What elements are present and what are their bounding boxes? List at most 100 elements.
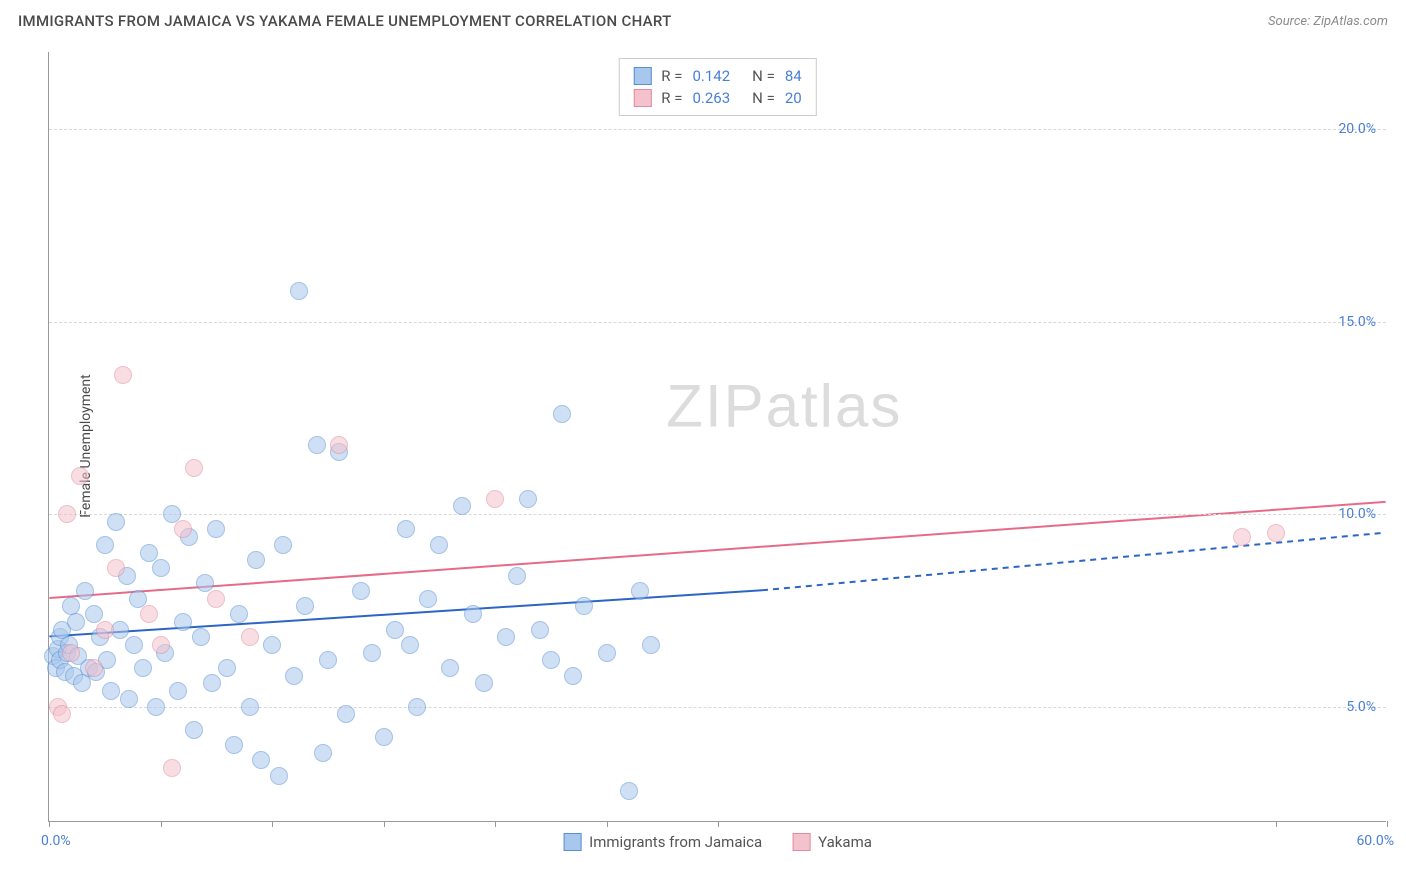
legend-r-value: 0.142 [692, 67, 730, 85]
scatter-point [408, 698, 426, 716]
chart-source: Source: ZipAtlas.com [1268, 14, 1388, 29]
scatter-plot: ZIPatlas R =0.142N =84R =0.263N =20 0.0%… [48, 52, 1386, 822]
scatter-point [575, 597, 593, 615]
scatter-point [134, 659, 152, 677]
scatter-point [53, 705, 71, 723]
scatter-point [401, 636, 419, 654]
scatter-point [203, 674, 221, 692]
legend-swatch [563, 833, 581, 851]
scatter-point [218, 659, 236, 677]
y-tick-label: 5.0% [1336, 699, 1376, 715]
scatter-point [430, 536, 448, 554]
scatter-point [486, 490, 504, 508]
gridline-h [49, 514, 1386, 515]
scatter-point [247, 551, 265, 569]
scatter-point [314, 744, 332, 762]
chart-title: IMMIGRANTS FROM JAMAICA VS YAKAMA FEMALE… [18, 12, 672, 30]
scatter-point [107, 559, 125, 577]
legend-r-label: R = [661, 67, 682, 85]
legend-n-label: N = [752, 89, 775, 107]
x-tick [607, 821, 608, 827]
scatter-point [375, 728, 393, 746]
scatter-point [620, 782, 638, 800]
legend-swatch [792, 833, 810, 851]
scatter-point [96, 536, 114, 554]
scatter-point [241, 698, 259, 716]
x-tick [49, 821, 50, 827]
scatter-point [464, 605, 482, 623]
y-tick-label: 20.0% [1328, 121, 1376, 137]
scatter-point [120, 690, 138, 708]
scatter-point [386, 621, 404, 639]
x-tick [718, 821, 719, 827]
scatter-point [274, 536, 292, 554]
x-axis-min-label: 0.0% [41, 833, 71, 849]
legend-correlation: R = 0.142 N = 84 R = 0.263 N = 20 [618, 58, 816, 116]
legend-series-label: Immigrants from Jamaica [589, 833, 762, 851]
x-axis-max-label: 60.0% [1356, 833, 1394, 849]
scatter-point [330, 436, 348, 454]
scatter-point [111, 621, 129, 639]
scatter-point [225, 736, 243, 754]
scatter-point [285, 667, 303, 685]
watermark: ZIPatlas [666, 371, 902, 440]
legend-series-item: Yakama [792, 833, 872, 851]
legend-n-value: 84 [785, 67, 802, 85]
scatter-point [169, 682, 187, 700]
legend-n-value: 20 [785, 89, 802, 107]
scatter-point [71, 467, 89, 485]
x-tick [384, 821, 385, 827]
scatter-point [192, 628, 210, 646]
legend-r-label: R = [661, 89, 682, 107]
legend-r-value: 0.263 [692, 89, 730, 107]
legend-correlation-row: R =0.142N =84 [633, 65, 801, 87]
scatter-point [185, 721, 203, 739]
y-tick-label: 15.0% [1328, 314, 1376, 330]
scatter-point [453, 497, 471, 515]
scatter-point [531, 621, 549, 639]
legend-correlation-row: R = 0.263 N = 20 [633, 87, 801, 109]
scatter-point [85, 659, 103, 677]
scatter-point [564, 667, 582, 685]
scatter-point [140, 605, 158, 623]
gridline-h [49, 322, 1386, 323]
scatter-point [241, 628, 259, 646]
scatter-point [598, 644, 616, 662]
scatter-point [1233, 528, 1251, 546]
scatter-point [96, 621, 114, 639]
scatter-point [397, 520, 415, 538]
scatter-point [263, 636, 281, 654]
scatter-point [497, 628, 515, 646]
scatter-point [542, 651, 560, 669]
scatter-point [1267, 524, 1285, 542]
scatter-point [352, 582, 370, 600]
scatter-point [58, 505, 76, 523]
scatter-point [441, 659, 459, 677]
scatter-point [642, 636, 660, 654]
legend-swatch [633, 67, 651, 85]
scatter-point [319, 651, 337, 669]
scatter-point [102, 682, 120, 700]
scatter-point [114, 366, 132, 384]
scatter-point [308, 436, 326, 454]
scatter-point [290, 282, 308, 300]
scatter-point [107, 513, 125, 531]
scatter-point [230, 605, 248, 623]
legend-swatch [633, 89, 651, 107]
x-tick [272, 821, 273, 827]
scatter-point [125, 636, 143, 654]
scatter-point [508, 567, 526, 585]
scatter-point [163, 759, 181, 777]
scatter-point [363, 644, 381, 662]
scatter-point [174, 520, 192, 538]
x-tick [495, 821, 496, 827]
scatter-point [76, 582, 94, 600]
scatter-point [270, 767, 288, 785]
y-tick-label: 10.0% [1328, 506, 1376, 522]
scatter-point [631, 582, 649, 600]
x-tick [1276, 821, 1277, 827]
scatter-point [252, 751, 270, 769]
scatter-point [207, 520, 225, 538]
legend-series: Immigrants from Jamaica Yakama [563, 833, 872, 851]
scatter-point [475, 674, 493, 692]
